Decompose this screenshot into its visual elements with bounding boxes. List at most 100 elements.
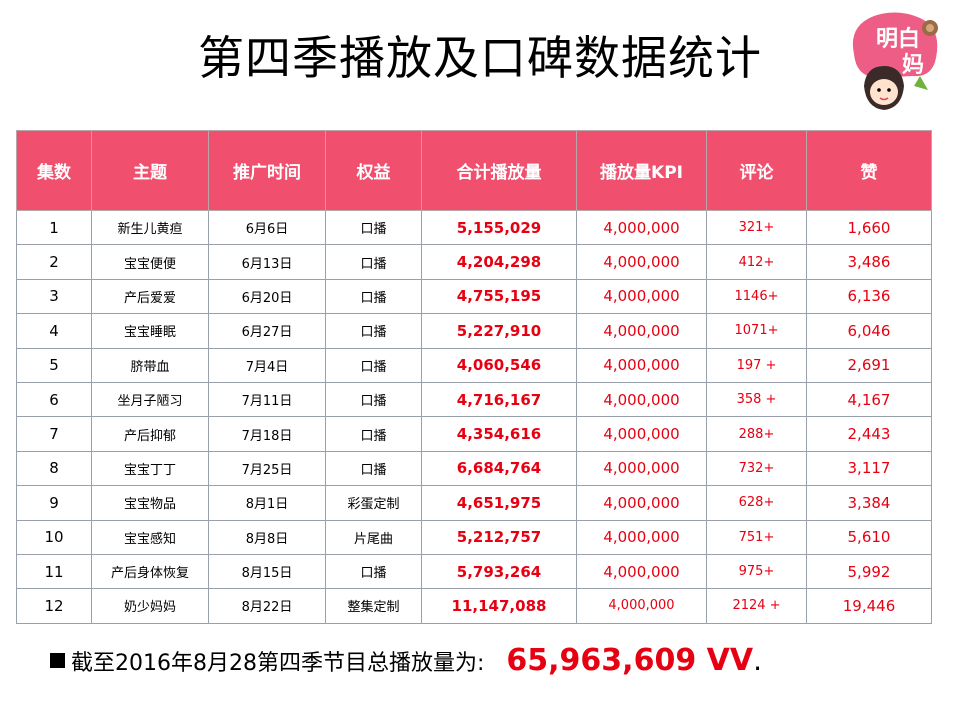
svg-text:妈: 妈	[902, 53, 924, 78]
cell-rights: 口播	[325, 347, 422, 383]
cell-topic: 奶少妈妈	[91, 588, 209, 624]
cell-likes: 2,691	[806, 347, 932, 383]
table-row: 7 产后抑郁 7月18日 口播 4,354,616 4,000,000 288+…	[16, 416, 932, 452]
cell-likes: 4,167	[806, 381, 932, 418]
cell-likes: 19,446	[806, 588, 932, 624]
cell-kpi: 4,000,000	[576, 553, 707, 590]
cell-likes: 2,443	[806, 416, 932, 452]
cell-total-plays: 5,155,029	[421, 209, 577, 246]
table-row: 8 宝宝丁丁 7月25日 口播 6,684,764 4,000,000 732+…	[16, 450, 932, 487]
cell-total-plays: 11,147,088	[421, 588, 577, 624]
cell-rights: 口播	[325, 209, 422, 246]
cell-total-plays: 4,651,975	[421, 485, 577, 521]
table-header-row: 集数 主题 推广时间 权益 合计播放量 播放量KPI 评论 赞	[16, 130, 932, 211]
cell-comments: 751+	[706, 519, 807, 555]
cell-kpi: 4,000,000	[576, 244, 707, 280]
cell-topic: 产后抑郁	[91, 416, 209, 452]
cell-topic: 脐带血	[91, 347, 209, 383]
col-header-total-plays: 合计播放量	[421, 130, 577, 211]
cell-episode: 6	[16, 381, 92, 418]
cell-comments: 197 +	[706, 347, 807, 383]
cell-episode: 7	[16, 416, 92, 452]
cell-topic: 宝宝物品	[91, 485, 209, 521]
cell-date: 6月27日	[208, 313, 326, 349]
cell-rights: 口播	[325, 416, 422, 452]
table-row: 12 奶少妈妈 8月22日 整集定制 11,147,088 4,000,000 …	[16, 588, 932, 624]
col-header-comments: 评论	[706, 130, 807, 211]
cell-kpi: 4,000,000	[576, 347, 707, 383]
total-summary: 截至2016年8月28第四季节目总播放量为: 65,963,609 VV.	[50, 643, 762, 678]
cell-total-plays: 4,716,167	[421, 381, 577, 418]
table-row: 6 坐月子陋习 7月11日 口播 4,716,167 4,000,000 358…	[16, 381, 932, 418]
cell-episode: 11	[16, 553, 92, 590]
cell-topic: 宝宝丁丁	[91, 450, 209, 487]
cell-total-plays: 5,793,264	[421, 553, 577, 590]
cell-likes: 5,610	[806, 519, 932, 555]
cell-rights: 口播	[325, 278, 422, 315]
cell-likes: 5,992	[806, 553, 932, 590]
cell-comments: 628+	[706, 485, 807, 521]
cell-total-plays: 6,684,764	[421, 450, 577, 487]
cell-date: 8月15日	[208, 553, 326, 590]
cell-date: 6月13日	[208, 244, 326, 280]
cell-kpi: 4,000,000	[576, 519, 707, 555]
col-header-date: 推广时间	[208, 130, 326, 211]
cell-rights: 口播	[325, 244, 422, 280]
summary-period: .	[753, 644, 762, 677]
cell-date: 6月20日	[208, 278, 326, 315]
cell-likes: 3,117	[806, 450, 932, 487]
cell-comments: 321+	[706, 209, 807, 246]
cell-rights: 片尾曲	[325, 519, 422, 555]
table-row: 3 产后爱爱 6月20日 口播 4,755,195 4,000,000 1146…	[16, 278, 932, 315]
cell-total-plays: 5,227,910	[421, 313, 577, 349]
table-row: 10 宝宝感知 8月8日 片尾曲 5,212,757 4,000,000 751…	[16, 519, 932, 555]
cell-likes: 1,660	[806, 209, 932, 246]
cell-rights: 口播	[325, 313, 422, 349]
cell-total-plays: 4,204,298	[421, 244, 577, 280]
table-row: 9 宝宝物品 8月1日 彩蛋定制 4,651,975 4,000,000 628…	[16, 485, 932, 521]
cell-date: 8月1日	[208, 485, 326, 521]
cell-rights: 整集定制	[325, 588, 422, 624]
cell-kpi: 4,000,000	[576, 381, 707, 418]
cell-date: 7月4日	[208, 347, 326, 383]
cell-likes: 6,046	[806, 313, 932, 349]
cell-likes: 3,384	[806, 485, 932, 521]
table-row: 11 产后身体恢复 8月15日 口播 5,793,264 4,000,000 9…	[16, 553, 932, 590]
cell-topic: 宝宝便便	[91, 244, 209, 280]
total-plays-value: 65,963,609 VV	[506, 643, 754, 678]
cell-episode: 12	[16, 588, 92, 624]
cell-date: 8月8日	[208, 519, 326, 555]
cell-topic: 宝宝睡眠	[91, 313, 209, 349]
cell-date: 8月22日	[208, 588, 326, 624]
cell-rights: 彩蛋定制	[325, 485, 422, 521]
col-header-episode: 集数	[16, 130, 92, 211]
cell-rights: 口播	[325, 381, 422, 418]
cell-kpi: 4,000,000	[576, 485, 707, 521]
cell-episode: 5	[16, 347, 92, 383]
col-header-topic: 主题	[91, 130, 209, 211]
cell-comments: 975+	[706, 553, 807, 590]
cell-episode: 8	[16, 450, 92, 487]
cell-total-plays: 4,354,616	[421, 416, 577, 452]
cell-rights: 口播	[325, 450, 422, 487]
cell-rights: 口播	[325, 553, 422, 590]
summary-text: 截至2016年8月28第四季节目总播放量为:	[71, 651, 485, 676]
brand-logo: 明白 妈	[852, 12, 938, 110]
table-row: 2 宝宝便便 6月13日 口播 4,204,298 4,000,000 412+…	[16, 244, 932, 280]
cell-date: 6月6日	[208, 209, 326, 246]
cell-comments: 1146+	[706, 278, 807, 315]
cell-comments: 2124 +	[706, 588, 807, 624]
cell-episode: 3	[16, 278, 92, 315]
cell-kpi: 4,000,000	[576, 313, 707, 349]
cell-kpi: 4,000,000	[576, 450, 707, 487]
cell-episode: 10	[16, 519, 92, 555]
cell-total-plays: 4,060,546	[421, 347, 577, 383]
table-row: 5 脐带血 7月4日 口播 4,060,546 4,000,000 197 + …	[16, 347, 932, 383]
col-header-kpi: 播放量KPI	[576, 130, 707, 211]
cell-kpi: 4,000,000	[576, 416, 707, 452]
cell-comments: 732+	[706, 450, 807, 487]
cell-date: 7月25日	[208, 450, 326, 487]
cell-likes: 6,136	[806, 278, 932, 315]
cell-topic: 产后爱爱	[91, 278, 209, 315]
cell-kpi: 4,000,000	[576, 278, 707, 315]
